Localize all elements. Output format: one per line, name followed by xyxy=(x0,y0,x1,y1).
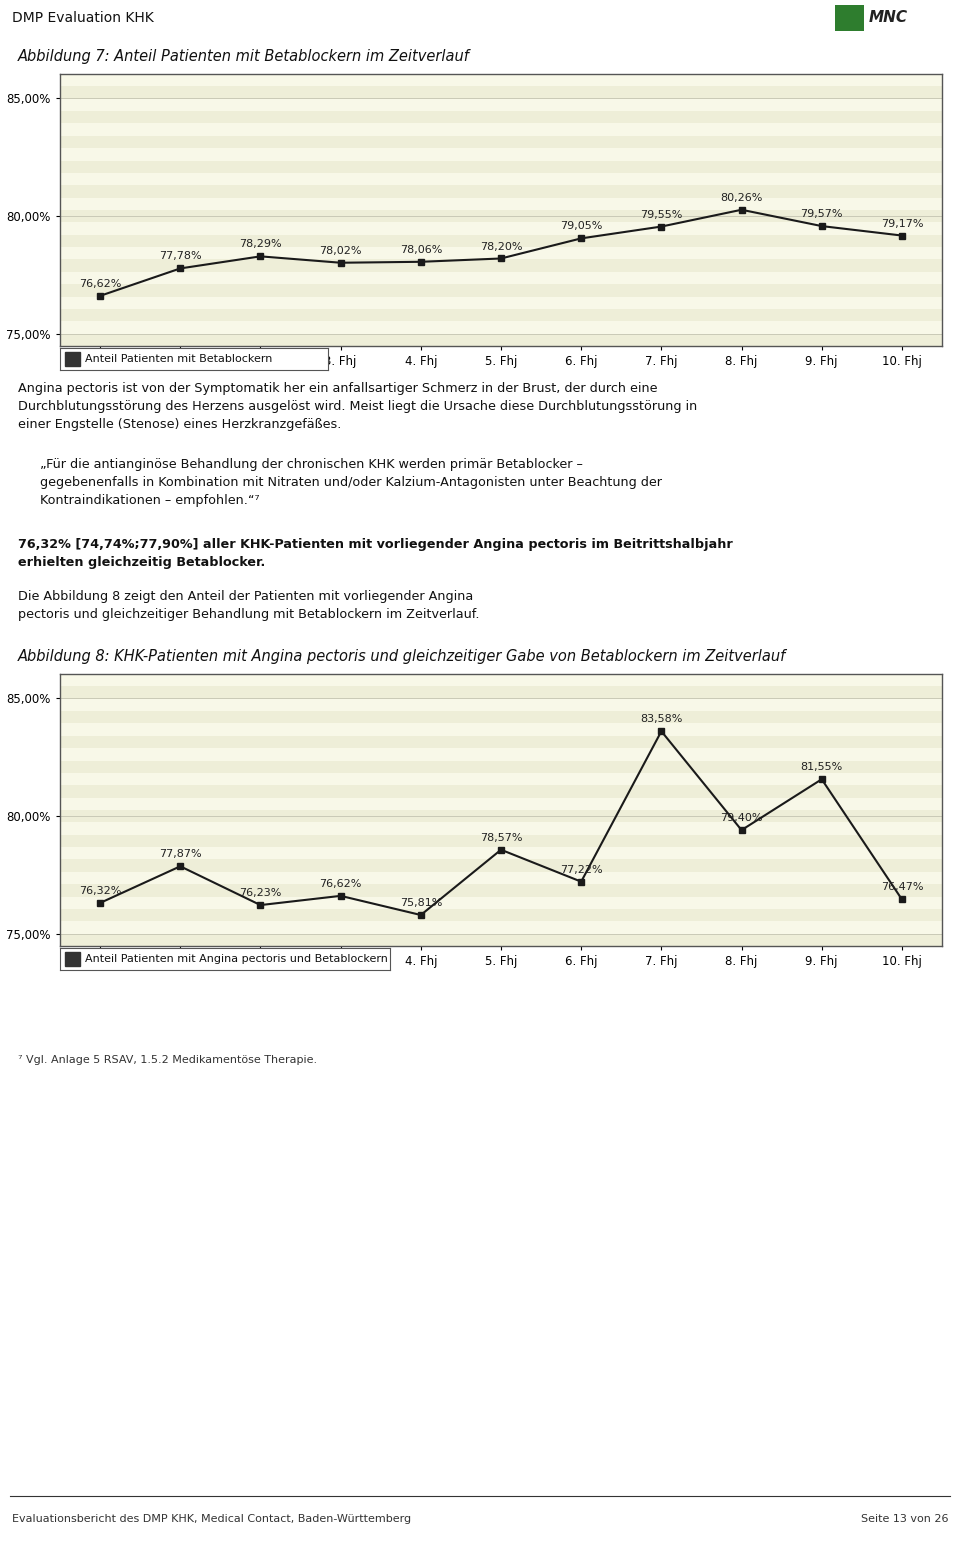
Bar xyxy=(60,161,942,173)
Bar xyxy=(60,687,942,699)
Text: 78,06%: 78,06% xyxy=(399,245,442,255)
Bar xyxy=(60,699,942,712)
Bar xyxy=(60,823,942,835)
Bar xyxy=(60,749,942,761)
Text: ⁷ Vgl. Anlage 5 RSAV, 1.5.2 Medikamentöse Therapie.: ⁷ Vgl. Anlage 5 RSAV, 1.5.2 Medikamentös… xyxy=(18,1055,317,1065)
Text: 77,87%: 77,87% xyxy=(159,849,202,860)
Text: Anteil Patienten mit Angina pectoris und Betablockern: Anteil Patienten mit Angina pectoris und… xyxy=(85,954,388,963)
Bar xyxy=(60,111,942,124)
Bar xyxy=(60,774,942,786)
Bar xyxy=(60,860,942,872)
Text: 81,55%: 81,55% xyxy=(801,763,843,772)
Bar xyxy=(60,222,942,235)
Bar xyxy=(60,309,942,321)
Bar xyxy=(60,296,942,309)
Bar xyxy=(60,786,942,798)
Text: 79,17%: 79,17% xyxy=(880,219,924,229)
Text: Anteil Patienten mit Betablockern: Anteil Patienten mit Betablockern xyxy=(84,354,272,364)
Text: 79,55%: 79,55% xyxy=(640,210,683,219)
Text: 79,57%: 79,57% xyxy=(801,208,843,219)
Bar xyxy=(60,798,942,811)
Bar xyxy=(835,5,864,31)
Text: MNC: MNC xyxy=(869,11,908,26)
Bar xyxy=(60,247,942,259)
Text: 77,22%: 77,22% xyxy=(560,865,603,875)
Text: 76,32%: 76,32% xyxy=(79,886,121,896)
Bar xyxy=(60,811,942,823)
Bar xyxy=(60,272,942,284)
Bar xyxy=(60,235,942,247)
Bar xyxy=(60,885,942,897)
Text: Evaluationsbericht des DMP KHK, Medical Contact, Baden-Württemberg: Evaluationsbericht des DMP KHK, Medical … xyxy=(12,1515,411,1524)
Text: „Für die antianginöse Behandlung der chronischen KHK werden primär Betablocker –: „Für die antianginöse Behandlung der chr… xyxy=(40,459,662,506)
Text: 78,29%: 78,29% xyxy=(239,239,282,250)
Bar xyxy=(60,761,942,774)
Bar xyxy=(60,909,942,922)
Text: 75,81%: 75,81% xyxy=(399,899,442,908)
Text: 78,20%: 78,20% xyxy=(480,241,522,252)
Bar xyxy=(60,86,942,99)
Text: 76,23%: 76,23% xyxy=(239,888,281,899)
Bar xyxy=(60,334,942,346)
Bar xyxy=(60,136,942,148)
Bar xyxy=(60,74,942,86)
Bar xyxy=(60,198,942,210)
Bar xyxy=(60,897,942,909)
Bar xyxy=(60,922,942,934)
Text: 76,62%: 76,62% xyxy=(320,879,362,889)
Text: 80,26%: 80,26% xyxy=(720,193,763,202)
Bar xyxy=(60,736,942,749)
Text: 76,32% [74,74%;77,90%] aller KHK-Patienten mit vorliegender Angina pectoris im B: 76,32% [74,74%;77,90%] aller KHK-Patient… xyxy=(18,537,732,570)
Bar xyxy=(60,259,942,272)
Text: 77,78%: 77,78% xyxy=(159,252,202,261)
Text: 76,47%: 76,47% xyxy=(880,883,924,892)
Bar xyxy=(60,321,942,334)
Text: Angina pectoris ist von der Symptomatik her ein anfallsartiger Schmerz in der Br: Angina pectoris ist von der Symptomatik … xyxy=(18,381,697,431)
Text: Abbildung 8: KHK-Patienten mit Angina pectoris und gleichzeitiger Gabe von Betab: Abbildung 8: KHK-Patienten mit Angina pe… xyxy=(18,650,786,664)
Text: Die Abbildung 8 zeigt den Anteil der Patienten mit vorliegender Angina
pectoris : Die Abbildung 8 zeigt den Anteil der Pat… xyxy=(18,590,479,621)
Bar xyxy=(60,872,942,885)
Bar xyxy=(60,712,942,724)
Text: Abbildung 7: Anteil Patienten mit Betablockern im Zeitverlauf: Abbildung 7: Anteil Patienten mit Betabl… xyxy=(18,49,469,65)
Bar xyxy=(60,173,942,185)
Text: DMP Evaluation KHK: DMP Evaluation KHK xyxy=(12,11,154,25)
Bar xyxy=(60,724,942,736)
Text: 78,02%: 78,02% xyxy=(320,245,362,256)
Bar xyxy=(60,284,942,296)
Bar xyxy=(60,148,942,161)
Text: 79,05%: 79,05% xyxy=(560,221,602,232)
Bar xyxy=(60,934,942,946)
Bar xyxy=(60,848,942,860)
Bar xyxy=(65,352,80,366)
Bar xyxy=(60,185,942,198)
Bar xyxy=(60,675,942,687)
Text: 78,57%: 78,57% xyxy=(480,832,522,843)
Text: 76,62%: 76,62% xyxy=(79,279,121,289)
Bar xyxy=(65,953,80,967)
Bar xyxy=(60,99,942,111)
Text: 79,40%: 79,40% xyxy=(720,814,763,823)
Bar xyxy=(60,835,942,848)
Bar xyxy=(60,210,942,222)
Bar xyxy=(60,124,942,136)
Text: Seite 13 von 26: Seite 13 von 26 xyxy=(861,1515,948,1524)
Text: 83,58%: 83,58% xyxy=(640,715,683,724)
